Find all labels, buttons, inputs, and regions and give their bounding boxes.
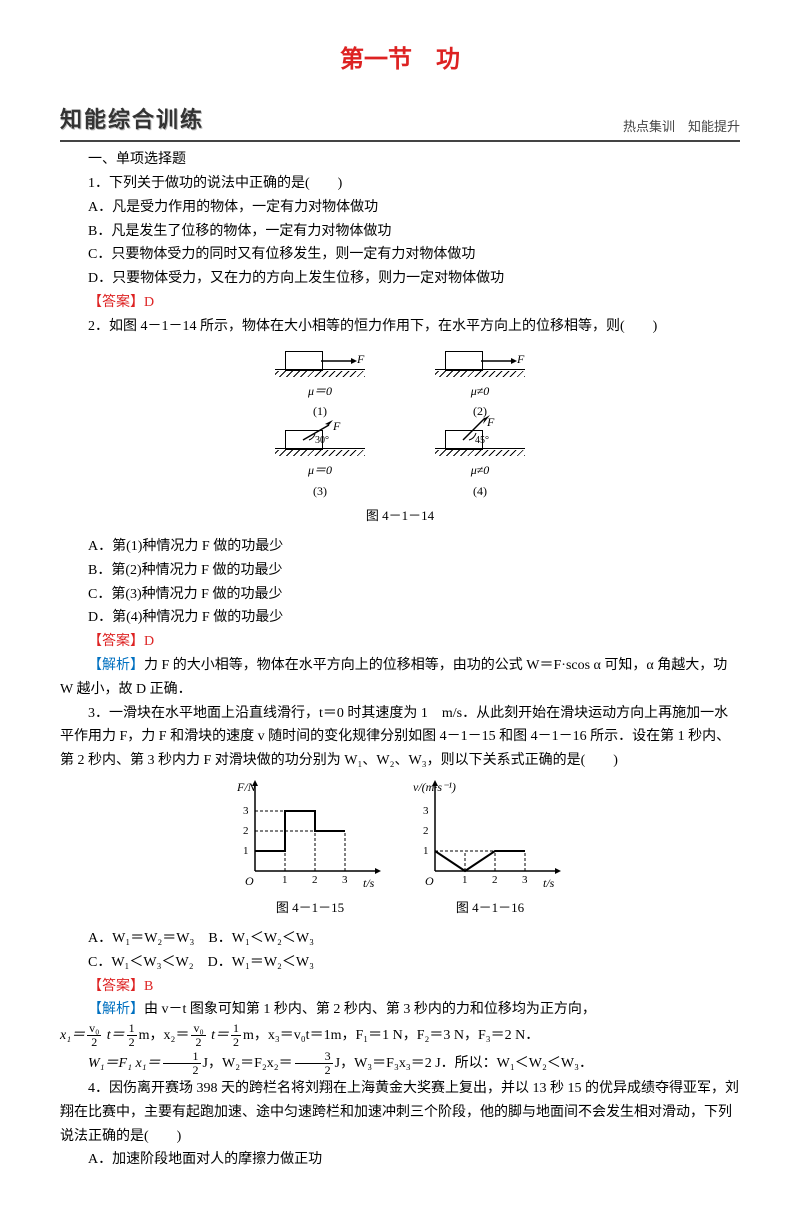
- q2-opt-a: A．第(1)种情况力 F 做的功最少: [60, 535, 740, 559]
- analysis-label: 【解析】: [88, 1002, 144, 1017]
- q3-equation-w: W₁＝F₁ x₁＝12J，W₂＝F₂x₂＝32J，W₃＝F₃x₃＝2 J．所以：…: [60, 1050, 740, 1077]
- frac-num: 1: [231, 1022, 241, 1036]
- svg-text:2: 2: [312, 874, 318, 886]
- frac-den: 2: [231, 1036, 241, 1049]
- eq-part: t＝: [103, 1028, 124, 1043]
- force-label: F: [333, 416, 340, 436]
- angle-label: 30°: [315, 432, 329, 449]
- mu-label: μ≠0: [471, 463, 490, 477]
- svg-text:1: 1: [282, 874, 288, 886]
- figure-4-1-15-16: 1 2 3 1 2 3 F/N t/s O 1 2: [60, 781, 740, 919]
- q2-analysis-text: 力 F 的大小相等，物体在水平方向上的位移相等，由功的公式 W＝F·scos α…: [60, 658, 727, 697]
- graph-16: 1 2 3 1 2 3 v/(m·s⁻¹) t/s O: [415, 781, 565, 891]
- frac-num: 1: [163, 1050, 201, 1064]
- eq-part: x₁＝: [60, 1028, 85, 1043]
- eq-part: m，x₃＝v₀t＝1m，F₁＝1 N，F₂＝3 N，F₃＝2 N．: [243, 1028, 539, 1043]
- svg-text:3: 3: [342, 874, 348, 886]
- q3-analysis: 【解析】由 v－t 图象可知第 1 秒内、第 2 秒内、第 3 秒内的力和位移均…: [60, 998, 740, 1022]
- eq-part: m，x₂＝: [139, 1028, 190, 1043]
- sub-num: (4): [415, 481, 545, 501]
- q4-opt-a: A．加速阶段地面对人的摩擦力做正功: [60, 1148, 740, 1172]
- x-axis-label: t/s: [543, 873, 554, 893]
- y-axis-label: v/(m·s⁻¹): [413, 777, 456, 797]
- fig-sub1: F μ＝0 (1): [255, 347, 385, 422]
- section-banner: 知能综合训练 热点集训 知能提升: [60, 101, 740, 142]
- origin-label: O: [425, 871, 434, 891]
- svg-text:1: 1: [423, 845, 429, 857]
- svg-text:2: 2: [243, 825, 249, 837]
- q1-opt-c: C．只要物体受力的同时又有位移发生，则一定有力对物体做功: [60, 243, 740, 267]
- svg-text:3: 3: [423, 805, 429, 817]
- fig-caption-15: 图 4－1－15: [235, 897, 385, 919]
- fig-sub2: F μ≠0 (2): [415, 347, 545, 422]
- q2-opt-c: C．第(3)种情况力 F 做的功最少: [60, 583, 740, 607]
- angle-label: 45°: [475, 432, 489, 449]
- q1-stem: 1．下列关于做功的说法中正确的是( ): [60, 172, 740, 196]
- q3-answer: 【答案】B: [60, 975, 740, 999]
- sub-num: (3): [255, 481, 385, 501]
- force-label: F: [357, 349, 364, 369]
- banner-left: 知能综合训练: [60, 101, 204, 138]
- fig-caption-14: 图 4－1－14: [60, 505, 740, 527]
- q4-stem: 4．因伤离开赛场 398 天的跨栏名将刘翔在上海黄金大奖赛上复出，并以 13 秒…: [60, 1077, 740, 1148]
- q2-stem: 2．如图 4－1－14 所示，物体在大小相等的恒力作用下，在水平方向上的位移相等…: [60, 315, 740, 339]
- frac-den: 2: [295, 1064, 333, 1077]
- frac-num: v₀: [87, 1022, 101, 1036]
- q1-answer: 【答案】D: [60, 291, 740, 315]
- eq-part: W₁＝F₁ x₁＝: [88, 1056, 161, 1071]
- q2-answer: 【答案】D: [60, 630, 740, 654]
- frac-den: 2: [163, 1064, 201, 1077]
- chapter-title: 第一节 功: [60, 40, 740, 81]
- mu-label: μ＝0: [308, 463, 332, 477]
- sub-num: (1): [255, 401, 385, 421]
- frac-num: 3: [295, 1050, 333, 1064]
- frac-den: 2: [191, 1036, 205, 1049]
- fig-caption-16: 图 4－1－16: [415, 897, 565, 919]
- q2-analysis: 【解析】力 F 的大小相等，物体在水平方向上的位移相等，由功的公式 W＝F·sc…: [60, 654, 740, 702]
- svg-text:1: 1: [462, 874, 468, 886]
- eq-part: t＝: [208, 1028, 229, 1043]
- frac-den: 2: [87, 1036, 101, 1049]
- q3-stem: 3．一滑块在水平地面上沿直线滑行，t＝0 时其速度为 1 m/s．从此刻开始在滑…: [60, 702, 740, 773]
- graph-15: 1 2 3 1 2 3 F/N t/s O: [235, 781, 385, 891]
- svg-text:1: 1: [243, 845, 249, 857]
- q2-opt-b: B．第(2)种情况力 F 做的功最少: [60, 559, 740, 583]
- svg-text:2: 2: [492, 874, 498, 886]
- q3-equation-x: x₁＝v₀2 t＝12m，x₂＝v₀2 t＝12m，x₃＝v₀t＝1m，F₁＝1…: [60, 1022, 740, 1049]
- q1-opt-a: A．凡是受力作用的物体，一定有力对物体做功: [60, 196, 740, 220]
- q2-opt-d: D．第(4)种情况力 F 做的功最少: [60, 606, 740, 630]
- frac-den: 2: [127, 1036, 137, 1049]
- banner-right: 热点集训 知能提升: [623, 116, 740, 138]
- q3-opt-ab: A．W₁＝W₂＝W₃ B．W₁＜W₂＜W₃: [60, 927, 740, 951]
- force-label: F: [487, 412, 494, 432]
- svg-text:2: 2: [423, 825, 429, 837]
- section-heading: 一、单项选择题: [60, 148, 740, 172]
- figure-4-1-14: F μ＝0 (1) F μ≠0 (2) 30° F: [60, 347, 740, 527]
- fig-sub3: 30° F μ＝0 (3): [255, 426, 385, 501]
- analysis-label: 【解析】: [88, 658, 144, 673]
- q3-opt-cd: C．W₁＜W₃＜W₂ D．W₁＝W₂＜W₃: [60, 951, 740, 975]
- svg-text:3: 3: [522, 874, 528, 886]
- mu-label: μ≠0: [471, 384, 490, 398]
- mu-label: μ＝0: [308, 384, 332, 398]
- q1-opt-b: B．凡是发生了位移的物体，一定有力对物体做功: [60, 220, 740, 244]
- svg-text:3: 3: [243, 805, 249, 817]
- q1-opt-d: D．只要物体受力，又在力的方向上发生位移，则力一定对物体做功: [60, 267, 740, 291]
- force-label: F: [517, 349, 524, 369]
- y-axis-label: F/N: [237, 777, 256, 797]
- eq-part: J，W₂＝F₂x₂＝: [203, 1056, 293, 1071]
- x-axis-label: t/s: [363, 873, 374, 893]
- q3-ana-text: 由 v－t 图象可知第 1 秒内、第 2 秒内、第 3 秒内的力和位移均为正方向…: [144, 1002, 596, 1017]
- origin-label: O: [245, 871, 254, 891]
- eq-part: J，W₃＝F₃x₃＝2 J．所以：W₁＜W₂＜W₃．: [335, 1056, 593, 1071]
- frac-num: v₀: [191, 1022, 205, 1036]
- frac-num: 1: [127, 1022, 137, 1036]
- fig-sub4: 45° F μ≠0 (4): [415, 426, 545, 501]
